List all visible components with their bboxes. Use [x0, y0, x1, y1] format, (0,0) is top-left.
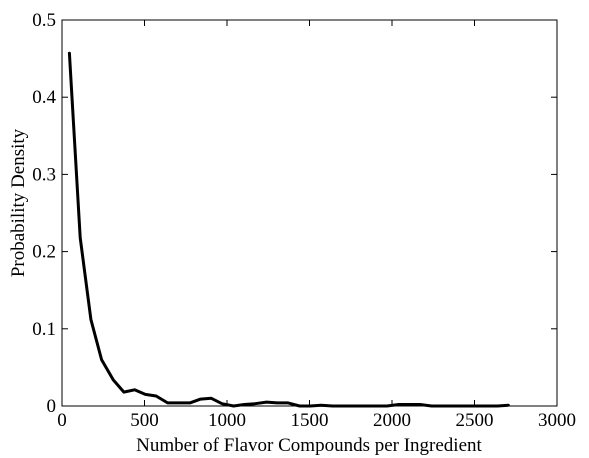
x-tick-label: 1500 — [291, 410, 329, 431]
series — [67, 51, 510, 408]
tick-labels: 0 500 1000 1500 2000 2500 3000 0 0.1 0.2 0.3 0.4 0.5 — [32, 10, 576, 431]
y-tick-label: 0.4 — [32, 87, 56, 108]
x-tick-label: 0 — [57, 410, 67, 431]
y-tick-label: 0.5 — [32, 10, 56, 31]
y-tick-label: 0.1 — [32, 319, 56, 340]
x-axis-label: Number of Flavor Compounds per Ingredien… — [136, 435, 482, 456]
plot-frame — [61, 19, 558, 407]
x-tick-label: 2500 — [456, 410, 494, 431]
y-tick-label: 0.3 — [32, 164, 56, 185]
x-tick-label: 3000 — [538, 410, 576, 431]
y-tick-label: 0.2 — [32, 242, 56, 263]
x-tick-label: 1000 — [208, 410, 246, 431]
ticks — [61, 19, 558, 407]
y-axis-label: Probability Density — [8, 128, 29, 277]
series-line — [67, 51, 510, 408]
y-tick-label: 0 — [47, 396, 57, 417]
x-tick-label: 500 — [130, 410, 159, 431]
plot-border — [61, 19, 558, 407]
x-tick-label: 2000 — [373, 410, 411, 431]
